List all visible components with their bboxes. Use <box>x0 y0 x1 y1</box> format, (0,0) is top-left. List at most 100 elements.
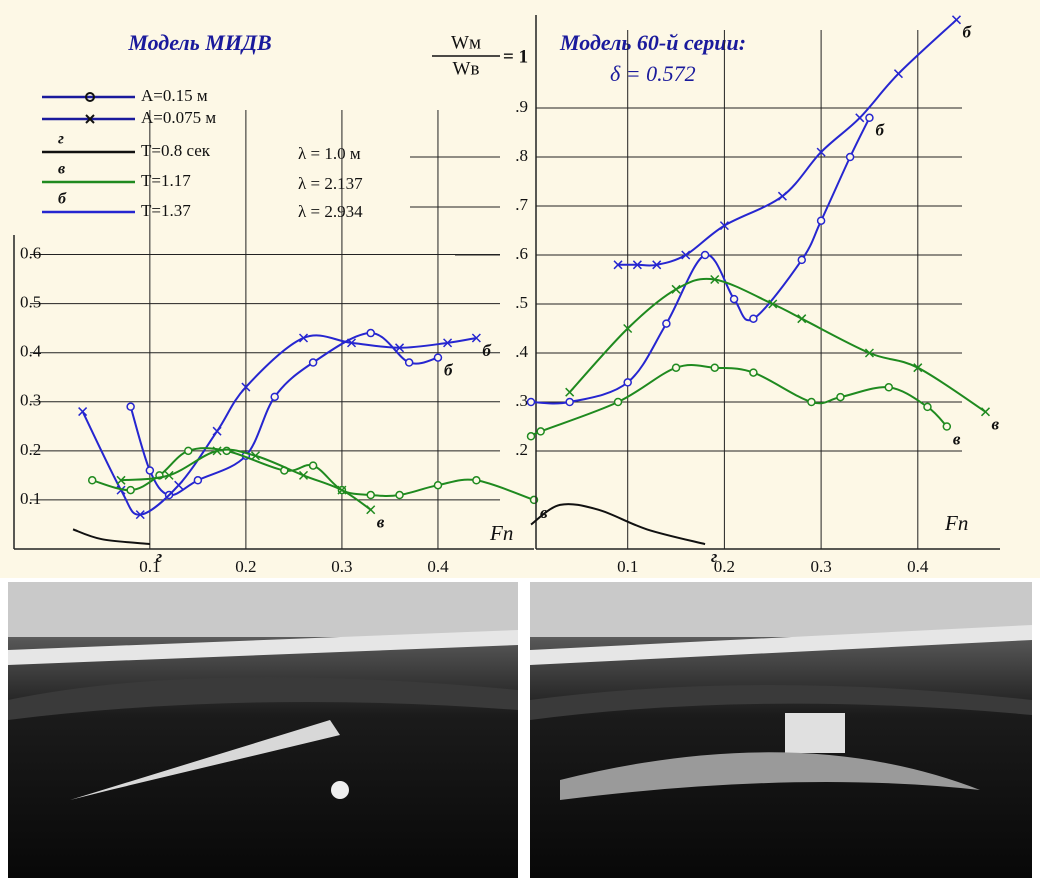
data-point <box>836 392 845 402</box>
y-tick-label: 0.1 <box>20 489 41 508</box>
data-point <box>749 314 758 323</box>
curve-tag: б <box>482 341 492 360</box>
legend-label: A=0.075 м <box>141 108 216 127</box>
data-point <box>366 505 376 515</box>
data-point <box>536 427 545 436</box>
chart-title: Модель МИДВ <box>127 30 271 55</box>
data-point <box>864 348 874 358</box>
data-point <box>710 363 719 372</box>
data-point <box>193 476 203 485</box>
data-point <box>433 353 443 362</box>
data-point <box>768 299 778 309</box>
ratio-denominator: Wв <box>453 58 480 79</box>
data-point <box>116 485 126 495</box>
data-point <box>951 15 962 25</box>
y-tick-label: 0.3 <box>20 391 41 410</box>
data-point <box>623 378 632 387</box>
x-tick-label: 0.2 <box>235 557 256 576</box>
data-point <box>308 461 318 470</box>
data-point <box>797 314 807 324</box>
curve-tag: б <box>444 361 454 380</box>
data-point <box>308 358 318 367</box>
data-point <box>797 255 807 265</box>
wavelength-label: λ = 2.934 <box>298 202 363 221</box>
data-point <box>816 147 826 157</box>
ratio-equals: = 1 <box>503 46 528 67</box>
y-tick-label: .9 <box>515 97 528 116</box>
wavelength-label: λ = 1.0 м <box>298 144 361 163</box>
data-point <box>845 152 855 162</box>
data-point <box>87 476 97 485</box>
data-point <box>395 343 405 353</box>
data-point <box>78 407 88 417</box>
curve-tag: б <box>875 121 885 140</box>
x-tick-label: 0.2 <box>714 557 735 576</box>
data-point <box>652 260 662 270</box>
data-point <box>471 333 481 343</box>
data-point <box>395 490 404 500</box>
data-point <box>212 426 222 436</box>
curve-tag: в <box>953 429 961 448</box>
data-point <box>710 274 720 285</box>
data-point <box>923 402 932 412</box>
data-point <box>749 368 758 377</box>
data-point <box>250 451 261 461</box>
legend-label: A=0.15 м <box>141 86 208 105</box>
data-point <box>729 294 739 304</box>
legend-marker <box>85 92 95 102</box>
curve-tag: г <box>156 547 162 566</box>
curve-tag: в <box>540 503 548 522</box>
data-point <box>942 422 952 431</box>
data-point <box>135 510 145 520</box>
y-tick-label: .5 <box>515 293 528 312</box>
legend-label: T=1.17 <box>141 171 191 190</box>
data-point <box>671 363 681 372</box>
data-point <box>719 221 729 231</box>
curve-tag: б <box>962 23 972 42</box>
y-tick-label: 0.6 <box>20 243 41 262</box>
data-point <box>298 333 309 343</box>
data-point <box>526 432 536 441</box>
data-point <box>404 358 414 367</box>
y-tick-label: 0.4 <box>20 342 42 361</box>
curve-tag: в <box>377 513 385 532</box>
labels: Модель МИДВ Модель 60-й серии: δ = 0.572… <box>127 30 746 256</box>
data-point <box>613 260 623 270</box>
data-point <box>174 480 184 490</box>
y-tick-label: 0.5 <box>20 293 41 312</box>
data-point <box>346 338 357 348</box>
data-point <box>298 470 309 480</box>
x-tick-label: 0.4 <box>427 557 449 576</box>
data-point <box>337 485 347 495</box>
data-point <box>212 446 222 456</box>
ratio-numerator: Wм <box>451 32 481 53</box>
legend-tag: в <box>58 161 65 178</box>
data-point <box>164 470 174 480</box>
x-tick-label: 0.3 <box>810 557 831 576</box>
data-point <box>222 446 231 456</box>
data-point <box>816 216 826 225</box>
wavelength-label: λ = 2.137 <box>298 174 363 193</box>
data-point <box>241 382 251 392</box>
curve-tag: в <box>991 415 999 434</box>
data-point <box>700 250 710 260</box>
data-point <box>623 323 633 334</box>
series-line <box>618 19 958 267</box>
data-point <box>472 476 481 485</box>
y-tick-label: 0.2 <box>20 440 41 459</box>
y-tick-label: .2 <box>515 440 528 459</box>
data-point <box>893 69 903 79</box>
data-point <box>632 260 642 270</box>
series-line <box>72 528 150 546</box>
legend-label: T=1.37 <box>141 201 191 220</box>
y-tick-label: .4 <box>515 342 528 361</box>
x-tick-label: 0.4 <box>907 557 929 576</box>
data-point <box>777 191 787 201</box>
chart-title: Модель 60-й серии: <box>559 30 746 55</box>
y-tick-label: .8 <box>515 146 528 165</box>
legend-marker <box>85 114 95 124</box>
series-line <box>129 332 439 497</box>
x-tick-label: 0.1 <box>139 557 160 576</box>
